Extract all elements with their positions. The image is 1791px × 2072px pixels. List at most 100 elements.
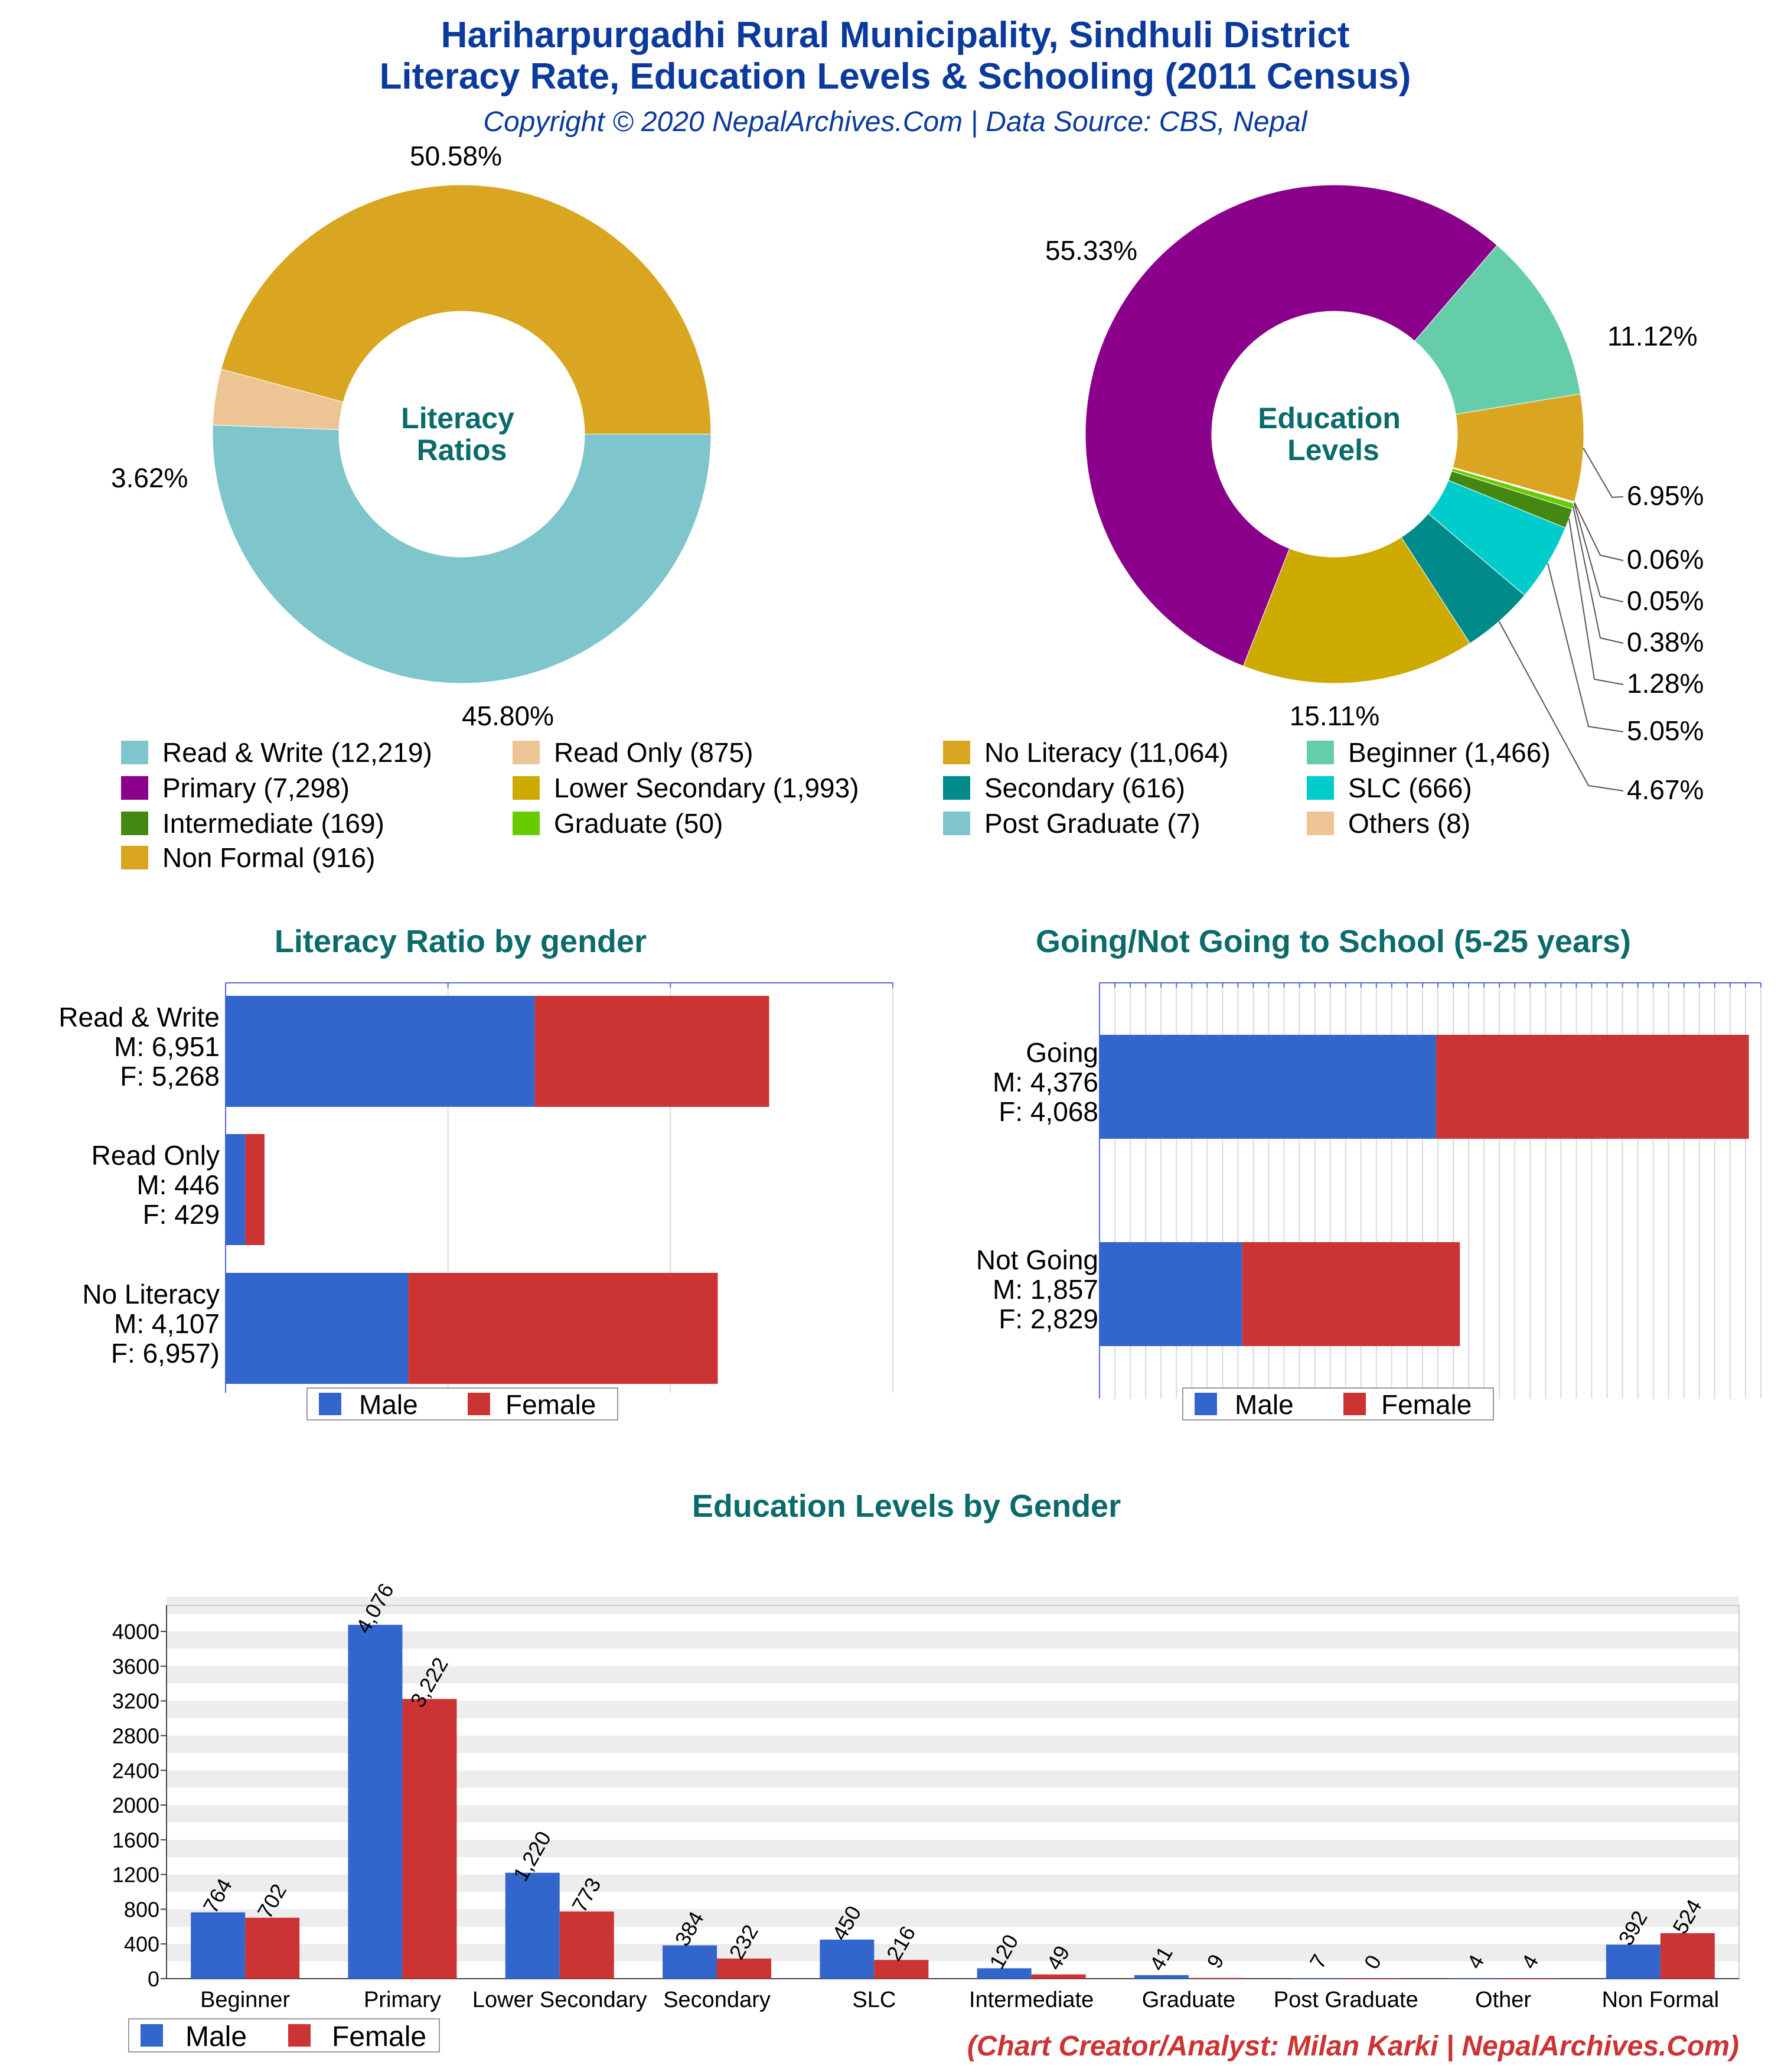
slice-percent-lower-secondary: 15.11% — [1290, 701, 1380, 731]
legend-swatch-male — [319, 1393, 341, 1415]
y-tick-label-3200: 3200 — [112, 1689, 159, 1713]
legend-swatch-primary-7-298 — [121, 776, 148, 800]
slice-percent-read-write: 50.58% — [410, 141, 502, 171]
leader-line-slc — [1547, 563, 1624, 732]
education-gender-chart: 0400800120016002000240028003200360040007… — [112, 1579, 1740, 2053]
y-tick-label-400: 400 — [124, 1932, 159, 1956]
bar-female-read-write — [534, 996, 769, 1107]
bar-female-lower-secondary — [559, 1911, 614, 1979]
category-label-read-only-2: F: 429 — [143, 1199, 220, 1230]
legend-label-non-formal-916: Non Formal (916) — [162, 842, 375, 873]
y-tick-label-4000: 4000 — [112, 1620, 159, 1644]
category-label-read-only-0: Read Only — [92, 1140, 220, 1171]
x-tick-label-primary: Primary — [364, 1988, 441, 2012]
x-tick-label-non-formal: Non Formal — [1602, 1988, 1720, 2012]
legend-box — [1182, 1387, 1494, 1421]
legend-label-others-8: Others (8) — [1348, 808, 1470, 839]
leader-line-post-graduate — [1573, 503, 1624, 602]
bar-female-graduate — [1188, 1977, 1243, 1979]
legend-label-intermediate-169: Intermediate (169) — [162, 808, 384, 839]
bar-female-slc — [874, 1960, 929, 1979]
legend-swatch-male — [1195, 1393, 1217, 1415]
legend-label-secondary-616: Secondary (616) — [984, 773, 1185, 803]
bar-female-intermediate — [1031, 1974, 1086, 1979]
donut-slice-primary — [1085, 184, 1498, 667]
bar-female-not-going — [1242, 1242, 1460, 1346]
legend-box — [306, 1387, 618, 1421]
slice-percent-intermediate: 1.28% — [1627, 668, 1704, 699]
slice-percent-non-formal: 6.95% — [1627, 480, 1704, 511]
legend-label-lower-secondary-1-993: Lower Secondary (1,993) — [554, 773, 859, 803]
education-donut-center-line1: Education — [1258, 402, 1401, 435]
x-tick-label-slc: SLC — [852, 1988, 896, 2012]
slice-percent-beginner: 11.12% — [1607, 321, 1698, 351]
bar-male-intermediate — [977, 1968, 1032, 1979]
legend-swatch-read-only-875 — [513, 741, 540, 764]
legend-label-slc-666: SLC (666) — [1348, 773, 1472, 803]
bar-male-no-literacy — [226, 1273, 409, 1384]
y-tick-label-2400: 2400 — [112, 1758, 159, 1783]
category-label-read-write-1: M: 6,951 — [114, 1031, 220, 1062]
bar-male-read-write — [226, 996, 535, 1107]
leader-line-non-formal — [1583, 448, 1624, 499]
legend-swatch-no-literacy-11-064 — [943, 741, 970, 764]
bar-female-non-formal — [1660, 1933, 1715, 1979]
education-donut-center-label: Education Levels — [1258, 402, 1409, 467]
bar-female-no-literacy — [408, 1273, 718, 1384]
x-tick-label-lower-secondary: Lower Secondary — [472, 1988, 647, 2012]
legend-label-female: Female — [332, 2021, 426, 2053]
x-tick-label-intermediate: Intermediate — [969, 1988, 1094, 2012]
legend-label-graduate-50: Graduate (50) — [554, 808, 723, 839]
category-label-not-going-0: Not Going — [976, 1244, 1098, 1275]
main-title-line2: Literacy Rate, Education Levels & School… — [380, 56, 1411, 97]
bar-female-beginner — [245, 1917, 300, 1979]
category-label-no-literacy-2: F: 6,957) — [111, 1338, 220, 1369]
bar-male-post-graduate — [1291, 1977, 1346, 1979]
grid-band — [167, 1666, 1739, 1684]
bar-female-secondary — [717, 1958, 772, 1979]
x-tick-label-other: Other — [1475, 1988, 1531, 2012]
legend-label-male: Male — [1235, 1389, 1294, 1420]
legend-swatch-graduate-50 — [513, 812, 540, 835]
legend-swatch-post-graduate-7 — [943, 812, 970, 835]
y-tick-label-1200: 1200 — [112, 1863, 159, 1887]
leader-line-others — [1574, 501, 1624, 561]
bar-male-graduate — [1134, 1975, 1189, 1979]
category-label-going-0: Going — [1026, 1037, 1098, 1068]
grid-band — [167, 1631, 1739, 1649]
category-label-read-only-1: M: 446 — [136, 1169, 220, 1200]
leader-line-intermediate — [1568, 518, 1624, 685]
legend-swatch-slc-666 — [1307, 776, 1334, 800]
bar-female-read-only — [245, 1134, 265, 1245]
education-donut-center-line2: Levels — [1287, 434, 1379, 467]
donut-slice-lower-secondary — [1242, 536, 1470, 684]
slice-percent-secondary: 4.67% — [1627, 774, 1704, 805]
category-label-read-write-0: Read & Write — [58, 1002, 220, 1032]
legend-box — [128, 2018, 440, 2053]
y-tick-label-3600: 3600 — [112, 1654, 159, 1679]
bar-male-other — [1449, 1978, 1503, 1979]
legend-swatch-female — [1343, 1393, 1366, 1415]
category-label-not-going-2: F: 2,829 — [999, 1304, 1098, 1334]
legend-swatch-intermediate-169 — [121, 812, 148, 835]
slice-percent-read-only: 3.62% — [111, 462, 188, 493]
legend-swatch-female — [288, 2024, 311, 2047]
x-tick-label-post-graduate: Post Graduate — [1274, 1988, 1418, 2012]
y-tick-label-2000: 2000 — [112, 1793, 159, 1817]
school-going-title: Going/Not Going to School (5-25 years) — [1036, 924, 1631, 959]
y-tick-label-800: 800 — [124, 1897, 159, 1921]
legend-swatch-beginner-1-466 — [1307, 741, 1334, 764]
copyright-text: Copyright © 2020 NepalArchives.Com | Dat… — [483, 106, 1307, 138]
slice-percent-graduate: 0.38% — [1627, 627, 1704, 657]
y-tick-label-1600: 1600 — [112, 1828, 159, 1852]
bar-male-secondary — [663, 1945, 717, 1979]
slice-percent-post-graduate: 0.05% — [1627, 585, 1704, 616]
x-tick-label-graduate: Graduate — [1142, 1988, 1235, 2012]
legend-label-male: Male — [359, 1389, 418, 1420]
category-label-no-literacy-1: M: 4,107 — [114, 1308, 220, 1339]
literacy-donut-center-label: Literacy Ratios — [401, 402, 523, 467]
main-title-line1: Hariharpurgadhi Rural Municipality, Sind… — [441, 15, 1350, 56]
legend-swatch-female — [468, 1393, 490, 1415]
